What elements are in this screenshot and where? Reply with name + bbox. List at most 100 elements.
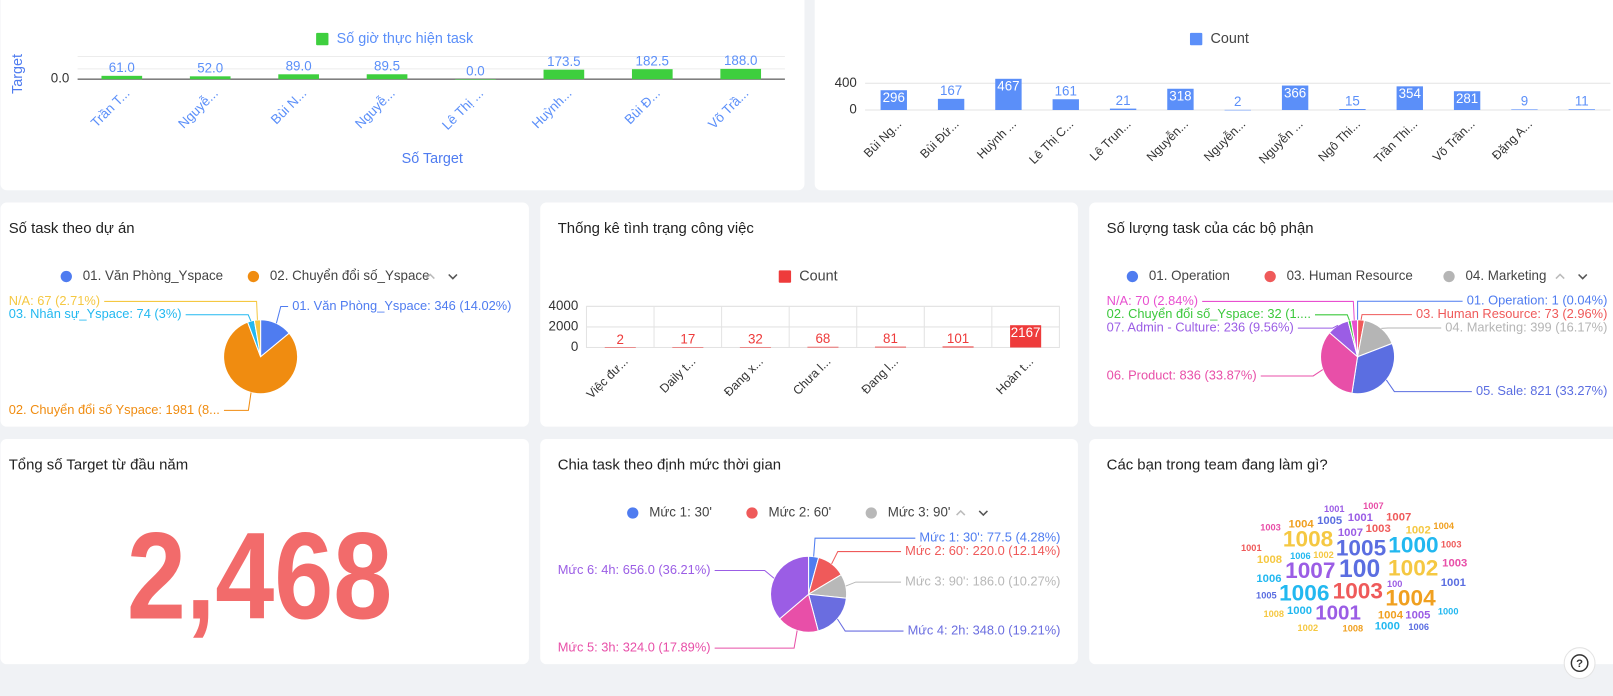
pie-leader [1297,324,1339,329]
value-label: 2167 [1011,325,1041,340]
pie-label: N/A: 70 (2.84%) [1107,293,1198,308]
word: 1000 [1388,533,1438,558]
word: 1003 [1366,523,1391,535]
help-icon: ? [1576,658,1583,670]
word: 1000 [1438,607,1459,617]
legend-prev[interactable] [956,509,966,516]
pie-label: Mức 4: 2h: 348.0 (19.21%) [908,622,1061,637]
word: 1007 [1363,501,1384,511]
value-label: 2 [1234,94,1241,109]
legend-prev[interactable] [425,273,435,280]
value-label: 161 [1055,84,1077,99]
legend-prev[interactable] [1555,273,1565,280]
value-label: 68 [816,331,831,346]
pie-label: N/A: 67 (2.71%) [9,293,100,308]
pie-leader [1357,300,1463,320]
word: 1005 [1405,610,1430,622]
word: 1001 [1441,577,1466,589]
pie-label: 03. Nhân sự_Yspace: 74 (3%) [9,306,182,321]
value-label: 61.0 [109,60,135,75]
pie-leader [831,551,902,565]
legend-dot [865,507,877,519]
pie-leader [836,618,904,632]
bar [995,78,1022,111]
legend-label: 04. Marketing [1465,268,1546,283]
pie-leader [223,392,252,411]
word: 1002 [1406,524,1431,536]
word: 1001 [1241,543,1262,553]
value-label: 89.5 [374,59,400,74]
word: 1004 [1433,521,1454,531]
pie-leader [104,300,258,320]
bar [937,98,965,111]
legend-next[interactable] [1578,273,1588,280]
bar [543,69,585,80]
panel [540,438,1078,665]
legend-label: 02. Chuyển đổi số_Yspace [270,268,430,283]
word: 1003 [1441,539,1462,549]
bar [1568,109,1595,111]
pie-label: Mức 5: 3h: 324.0 (17.89%) [558,640,711,655]
pie-slice [807,593,847,632]
legend-swatch [778,270,792,283]
y-tick-label: 0 [571,339,578,354]
panel [1089,202,1613,427]
bar [1511,109,1538,111]
bar [720,68,762,80]
bar [1010,325,1042,348]
pie-leader [1202,300,1355,320]
word: 1001 [1324,504,1345,514]
word: 1006 [1408,622,1429,632]
word: 1005 [1256,591,1277,601]
panel [1089,438,1613,665]
legend-dot [60,270,72,283]
value-label: 89.0 [286,59,312,74]
legend-next[interactable] [448,273,458,280]
legend-label: Mức 3: 90' [888,505,951,520]
y-tick-label: 2000 [549,318,579,333]
word: 1005 [1317,515,1342,527]
word: 1002 [1298,623,1319,633]
value-label: 15 [1345,93,1360,108]
word: 1003 [1333,579,1383,604]
pie-leader [714,630,798,649]
value-label: 354 [1399,86,1422,101]
word: 1007 [1386,512,1411,524]
value-label: 2 [617,332,624,347]
panel-title: Số lượng task của các bộ phận [1107,221,1314,237]
word: 1002 [1388,556,1438,581]
bar [101,75,143,80]
panel [540,202,1078,427]
value-label: 318 [1169,89,1191,104]
value-label: 173.5 [547,54,580,69]
x-axis-label: Số Target [402,151,463,167]
legend-dot [247,270,260,283]
y-tick-label: 0 [849,102,856,117]
legend-next[interactable] [978,510,988,517]
bar [1396,86,1423,111]
value-label: 281 [1456,91,1478,106]
pie-slice [770,555,810,620]
word: 1001 [1348,512,1373,524]
panel [0,438,529,665]
bar [604,347,636,348]
bar [1109,108,1137,111]
value-label: 17 [680,332,695,347]
value-label: 182.5 [636,54,669,69]
pie-slice [1350,319,1359,357]
word: 1004 [1289,518,1315,530]
value-label: 0.0 [466,63,485,78]
help-button[interactable] [1563,647,1596,680]
pie-leader [1360,314,1412,320]
pie-label: 06. Product: 836 (33.87%) [1107,367,1257,382]
legend-dot [1126,270,1139,283]
bar [880,90,907,111]
pie-label: 02. Chuyển đổi số_Yspace: 32 (1.... [1107,306,1311,321]
legend-swatch [1189,32,1203,46]
panel [0,202,529,427]
bar [1281,85,1309,111]
value-label: 101 [947,331,969,346]
legend-label: Mức 1: 30' [649,505,712,520]
